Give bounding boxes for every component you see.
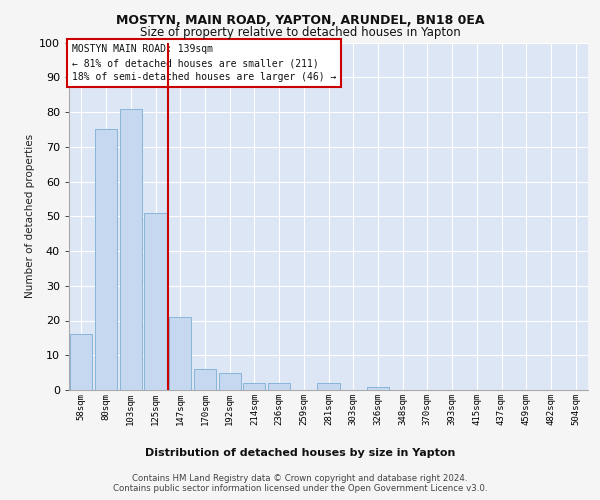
Text: Contains public sector information licensed under the Open Government Licence v3: Contains public sector information licen… (113, 484, 487, 493)
Bar (119, 108, 142, 390)
Bar (317, 383, 340, 390)
Text: Size of property relative to detached houses in Yapton: Size of property relative to detached ho… (140, 26, 460, 39)
Text: MOSTYN MAIN ROAD: 139sqm
← 81% of detached houses are smaller (211)
18% of semi-: MOSTYN MAIN ROAD: 139sqm ← 81% of detach… (71, 44, 336, 82)
Bar (367, 386, 389, 390)
Y-axis label: Number of detached properties: Number of detached properties (25, 134, 35, 298)
Bar (194, 369, 216, 390)
Bar (95, 130, 117, 390)
Text: Distribution of detached houses by size in Yapton: Distribution of detached houses by size … (145, 448, 455, 458)
Text: Contains HM Land Registry data © Crown copyright and database right 2024.: Contains HM Land Registry data © Crown c… (132, 474, 468, 483)
Bar (169, 317, 191, 390)
Bar (268, 383, 290, 390)
Text: MOSTYN, MAIN ROAD, YAPTON, ARUNDEL, BN18 0EA: MOSTYN, MAIN ROAD, YAPTON, ARUNDEL, BN18… (116, 14, 484, 27)
Bar (145, 213, 167, 390)
Bar (70, 334, 92, 390)
Bar (243, 383, 265, 390)
Bar (218, 372, 241, 390)
